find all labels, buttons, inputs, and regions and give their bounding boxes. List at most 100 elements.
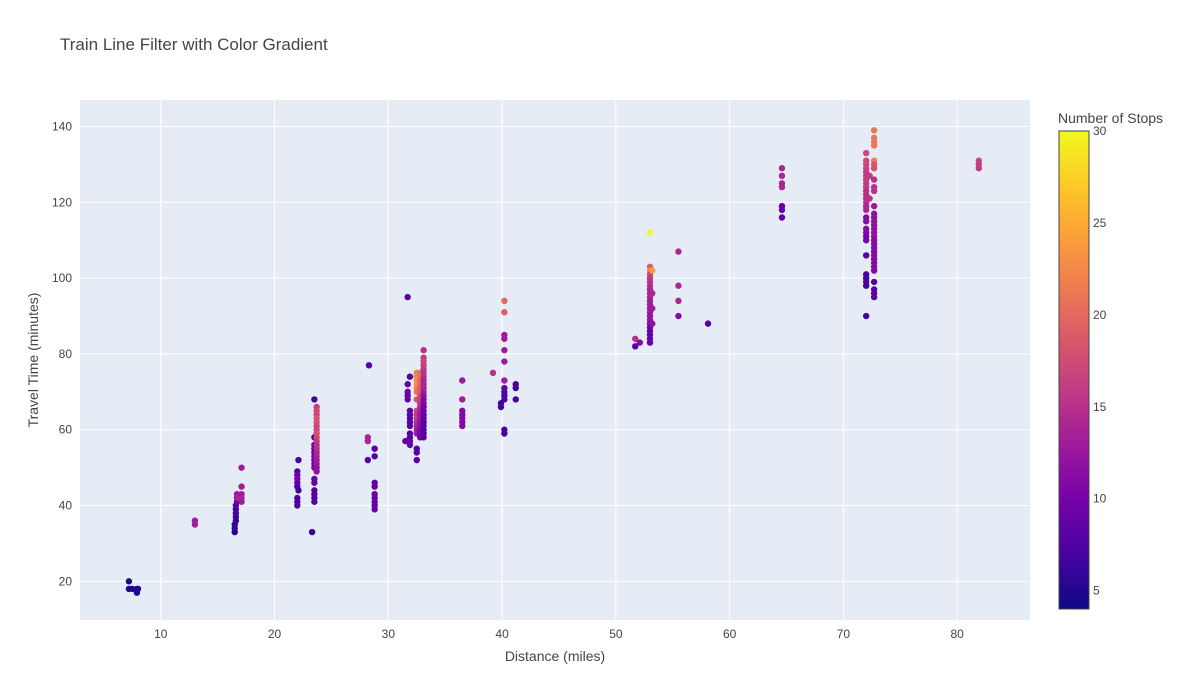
y-tick-label: 80 xyxy=(59,347,73,361)
data-point xyxy=(975,165,983,172)
data-point xyxy=(778,165,786,172)
y-axis-title: Travel Time (minutes) xyxy=(25,293,41,428)
x-tick-label: 80 xyxy=(951,627,965,641)
data-point xyxy=(870,187,878,195)
data-point xyxy=(129,585,136,593)
data-point xyxy=(512,396,519,403)
data-point xyxy=(870,127,878,134)
data-point xyxy=(675,282,682,289)
x-axis-ticks: 10 20 30 40 50 60 70 80 xyxy=(154,627,964,641)
y-tick-label: 20 xyxy=(59,574,73,588)
data-point xyxy=(778,172,786,180)
data-point xyxy=(313,468,320,475)
colorbar-tick-label: 10 xyxy=(1093,492,1107,506)
data-point xyxy=(125,578,133,585)
data-point xyxy=(649,320,656,327)
data-point xyxy=(862,206,870,214)
colorbar-tick-label: 20 xyxy=(1093,308,1107,322)
data-point xyxy=(870,267,878,274)
colorbar-ticks: 5 10 15 20 25 30 xyxy=(1093,124,1107,598)
data-point xyxy=(704,320,712,327)
data-point xyxy=(406,373,414,380)
data-point xyxy=(870,176,878,183)
data-point xyxy=(459,422,466,430)
x-tick-label: 70 xyxy=(837,627,851,641)
x-tick-label: 30 xyxy=(382,627,396,641)
data-point xyxy=(866,195,873,202)
data-point xyxy=(501,358,508,365)
data-point xyxy=(501,377,508,384)
y-axis-ticks: 20 40 60 80 100 120 140 xyxy=(52,120,72,589)
colorbar-tick-label: 15 xyxy=(1093,400,1107,414)
data-point xyxy=(364,437,372,445)
data-point xyxy=(311,498,318,505)
y-tick-label: 140 xyxy=(52,120,72,134)
data-point xyxy=(459,377,466,384)
data-point xyxy=(413,456,420,464)
data-point xyxy=(459,396,466,403)
data-point xyxy=(371,453,378,460)
data-point xyxy=(862,252,870,259)
data-point xyxy=(862,218,870,225)
data-point xyxy=(501,335,508,342)
data-point xyxy=(675,312,682,320)
data-point xyxy=(311,479,318,486)
x-axis-title: Distance (miles) xyxy=(505,648,605,664)
data-point xyxy=(862,312,870,320)
data-point xyxy=(501,297,508,305)
data-point xyxy=(420,434,427,441)
data-point xyxy=(501,430,508,437)
data-point xyxy=(870,202,878,210)
data-point xyxy=(870,293,878,301)
data-point xyxy=(295,456,302,464)
grid-lines xyxy=(80,100,1030,620)
data-point xyxy=(675,297,682,305)
data-point xyxy=(866,172,873,180)
data-point xyxy=(632,335,639,342)
data-point xyxy=(308,528,316,536)
data-point xyxy=(778,214,786,221)
data-point xyxy=(649,305,656,312)
data-point xyxy=(646,229,654,236)
plot-area xyxy=(80,100,1030,620)
data-point xyxy=(404,381,411,388)
x-tick-label: 20 xyxy=(268,627,282,641)
y-tick-label: 40 xyxy=(59,499,73,513)
data-point xyxy=(134,585,142,593)
data-point xyxy=(404,293,411,301)
data-point xyxy=(862,149,870,157)
data-point xyxy=(489,369,497,377)
data-point xyxy=(294,502,301,509)
data-point xyxy=(402,437,409,445)
colorbar xyxy=(1058,130,1090,610)
data-point xyxy=(371,483,378,490)
data-point xyxy=(870,142,878,149)
y-tick-label: 60 xyxy=(59,423,73,437)
data-point xyxy=(870,165,878,172)
data-points xyxy=(125,127,983,596)
y-tick-label: 100 xyxy=(52,271,72,285)
data-point xyxy=(675,248,682,255)
data-point xyxy=(238,464,245,471)
data-point xyxy=(862,237,870,244)
x-tick-label: 50 xyxy=(609,627,623,641)
data-point xyxy=(295,487,302,494)
colorbar-tick-label: 30 xyxy=(1093,124,1107,138)
data-point xyxy=(862,282,870,289)
data-point xyxy=(238,498,245,505)
x-tick-label: 40 xyxy=(495,627,509,641)
data-point xyxy=(371,506,378,513)
data-point xyxy=(501,346,508,354)
colorbar-title: Number of Stops xyxy=(1058,110,1163,126)
data-point xyxy=(870,278,878,286)
x-tick-label: 10 xyxy=(154,627,168,641)
data-point xyxy=(512,384,519,392)
data-point xyxy=(501,396,508,403)
data-point xyxy=(238,483,245,490)
y-tick-label: 120 xyxy=(52,195,72,209)
data-point xyxy=(406,441,414,449)
data-point xyxy=(778,206,786,214)
data-point xyxy=(497,403,505,411)
colorbar-tick-label: 5 xyxy=(1093,584,1100,598)
